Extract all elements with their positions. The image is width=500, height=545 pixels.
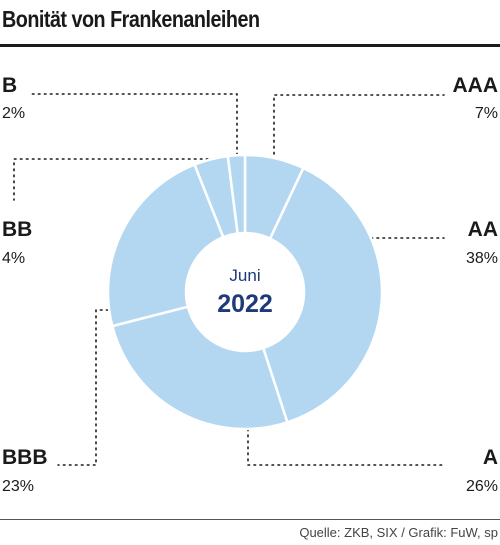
value-label-aaa: 7% — [475, 105, 498, 122]
leader-line-bbb — [57, 309, 115, 466]
slice-bbb — [106, 162, 225, 328]
slice-aa — [261, 166, 384, 424]
center-month: Juni — [229, 266, 260, 285]
label-bbb: BBB — [2, 446, 48, 469]
value-label-a: 26% — [466, 478, 498, 495]
donut-chart: Juni 2022 AAA 7% AA 38% A 26% BBB 23% BB 4% B 2% — [2, 74, 498, 495]
slice-labels: AAA 7% AA 38% A 26% BBB 23% BB 4% B 2% — [2, 74, 498, 495]
page-title: Bonität von Frankenanleihen — [2, 6, 260, 32]
value-label-bb: 4% — [2, 250, 25, 267]
slice-a — [110, 305, 289, 431]
title-rule — [0, 44, 500, 47]
center-year: 2022 — [217, 290, 273, 318]
value-label-bbb: 23% — [2, 478, 34, 495]
leader-line-b — [29, 93, 238, 156]
value-label-aa: 38% — [466, 250, 498, 267]
leader-line-a — [247, 428, 445, 466]
slice-b — [226, 153, 247, 235]
source-note: Quelle: ZKB, SIX / Grafik: FuW, sp — [299, 525, 498, 540]
label-aaa: AAA — [453, 74, 499, 97]
footer-rule — [0, 519, 500, 520]
label-bb: BB — [2, 218, 32, 241]
label-a: A — [483, 446, 498, 469]
donut-slices — [106, 153, 384, 431]
label-b: B — [2, 74, 17, 97]
label-aa: AA — [468, 218, 498, 241]
value-label-b: 2% — [2, 105, 25, 122]
leader-line-aaa — [273, 94, 445, 161]
